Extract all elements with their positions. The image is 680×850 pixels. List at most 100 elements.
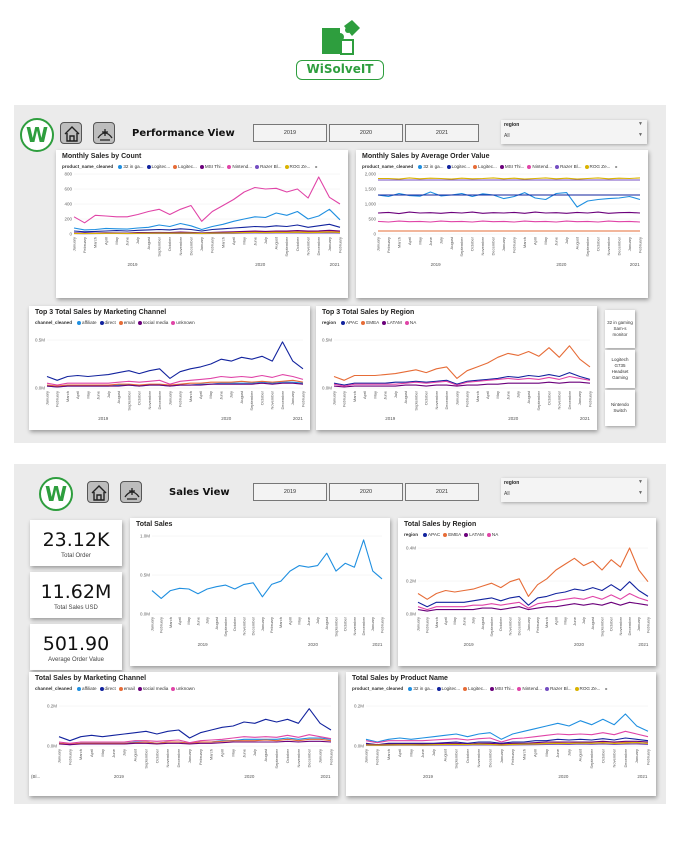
series-line[interactable] — [417, 592, 649, 611]
legend-item[interactable]: ROG Ze... — [284, 164, 310, 169]
legend-item[interactable]: unknown — [171, 320, 195, 325]
chart-top3-region[interactable]: Top 3 Total Sales by Region region APAC E… — [316, 306, 597, 430]
series-line[interactable] — [365, 713, 649, 743]
legend-item[interactable]: direct — [99, 320, 116, 325]
legend-item[interactable]: Razer Bl... — [555, 164, 582, 169]
legend-item[interactable]: 32 in ga... — [408, 686, 434, 691]
legend-more-icon[interactable]: ▸ — [615, 164, 618, 169]
series-line[interactable] — [151, 539, 383, 599]
legend-item[interactable]: Logitec... — [463, 686, 487, 691]
series-line[interactable] — [58, 708, 332, 742]
legend-item[interactable]: MSI Thi... — [199, 164, 224, 169]
series-line[interactable] — [46, 341, 304, 381]
year-button-2020[interactable]: 2020 — [329, 483, 403, 501]
series-line[interactable] — [365, 740, 649, 746]
series-line[interactable] — [58, 738, 332, 745]
year-button-2019[interactable]: 2019 — [253, 124, 327, 142]
legend-item[interactable]: EMEA — [443, 532, 461, 537]
year-button-2020[interactable]: 2020 — [329, 124, 403, 142]
legend-item[interactable]: affiliate — [77, 320, 97, 325]
year-group-label: 2019 — [198, 642, 209, 647]
chart-monthly-sales-aov[interactable]: Monthly Sales by Average Order Value pro… — [356, 150, 648, 298]
x-tick-label: January — [627, 237, 632, 251]
series-line[interactable] — [365, 737, 649, 746]
product-card-monitor[interactable]: 32 in gaming Sam-s monitor — [605, 310, 635, 348]
home-icon[interactable] — [87, 481, 109, 503]
legend-item[interactable]: Logitec... — [173, 164, 197, 169]
series-line[interactable] — [417, 547, 649, 600]
series-line[interactable] — [73, 223, 341, 233]
legend-item[interactable]: affiliate — [77, 686, 97, 691]
series-line[interactable] — [46, 382, 304, 388]
legend-item[interactable]: 32 in ga... — [118, 164, 144, 169]
legend-more-icon[interactable]: ▸ — [605, 686, 608, 691]
legend-item[interactable]: APAC — [423, 532, 440, 537]
series-line[interactable] — [333, 345, 591, 381]
legend-item[interactable]: LATAM — [382, 320, 402, 325]
legend-item[interactable]: unknown — [171, 686, 195, 691]
series-line[interactable] — [73, 176, 341, 224]
home-icon[interactable] — [60, 122, 82, 144]
wisolveit-badge[interactable]: W — [20, 118, 54, 152]
series-line[interactable] — [58, 740, 332, 746]
chart-total-sales-product[interactable]: Total Sales by Product Name product_name… — [346, 672, 656, 796]
series-line[interactable] — [417, 581, 649, 608]
series-line[interactable] — [377, 220, 641, 223]
series-line[interactable] — [417, 601, 649, 612]
series-line[interactable] — [333, 381, 591, 388]
legend-more-icon[interactable]: ▸ — [315, 164, 318, 169]
legend-item[interactable]: Nintend... — [227, 164, 252, 169]
performance-nav-icon[interactable] — [120, 481, 142, 503]
legend-item[interactable]: Logitec... — [446, 164, 470, 169]
series-line[interactable] — [73, 208, 341, 231]
legend-item[interactable]: 32 in ga... — [418, 164, 444, 169]
product-card-switch[interactable]: Nintendo Switch — [605, 390, 635, 426]
series-line[interactable] — [46, 379, 304, 387]
year-button-2021[interactable]: 2021 — [405, 124, 479, 142]
legend-item[interactable]: NA — [486, 532, 498, 537]
chart-total-sales[interactable]: Total Sales 1.0M 0.5M 0.0M January February M… — [130, 518, 390, 666]
series-line[interactable] — [378, 177, 641, 180]
chart-title: Top 3 Total Sales by Region — [322, 309, 415, 316]
region-slicer[interactable]: region ▼ All ▼ — [501, 120, 647, 144]
series-line[interactable] — [365, 741, 649, 746]
chart-total-sales-region[interactable]: Total Sales by Region region APAC EMEA LAT… — [398, 518, 656, 666]
wisolveit-badge[interactable]: W — [39, 477, 73, 511]
chart-top3-channel[interactable]: Top 3 Total Sales by Marketing Channel c… — [29, 306, 310, 430]
product-card-headset[interactable]: Logitech G735 Headset Gaming — [605, 350, 635, 388]
legend-item[interactable]: Razer Bl... — [255, 164, 282, 169]
legend-item[interactable]: email — [118, 320, 135, 325]
legend-item[interactable]: MSI Thi... — [499, 164, 524, 169]
year-button-2021[interactable]: 2021 — [405, 483, 479, 501]
legend-item[interactable]: Razer Bl... — [545, 686, 572, 691]
legend-item[interactable]: NA — [404, 320, 416, 325]
series-line[interactable] — [333, 375, 591, 387]
legend-item[interactable]: MSI Thi... — [489, 686, 514, 691]
legend-item[interactable]: direct — [99, 686, 116, 691]
legend-item[interactable]: Logitec... — [473, 164, 497, 169]
legend-item[interactable]: Nintend... — [527, 164, 552, 169]
legend-item[interactable]: APAC — [341, 320, 358, 325]
legend-item[interactable]: Nintend... — [517, 686, 542, 691]
series-line[interactable] — [333, 372, 591, 386]
legend-item[interactable]: Logitec... — [146, 164, 170, 169]
series-line[interactable] — [58, 734, 332, 744]
series-line[interactable] — [377, 191, 641, 208]
chart-monthly-sales-count[interactable]: Monthly Sales by Count product_name_clea… — [56, 150, 348, 298]
sales-nav-icon[interactable] — [93, 122, 115, 144]
series-line[interactable] — [365, 730, 649, 744]
legend-item[interactable]: social media — [137, 686, 168, 691]
series-line[interactable] — [73, 231, 341, 235]
legend-item[interactable]: ROG Ze... — [584, 164, 610, 169]
series-line[interactable] — [46, 374, 304, 386]
legend-item[interactable]: LATAM — [464, 532, 484, 537]
year-button-2019[interactable]: 2019 — [253, 483, 327, 501]
legend-item[interactable]: email — [118, 686, 135, 691]
legend-item[interactable]: EMEA — [361, 320, 379, 325]
legend-item[interactable]: Logitec... — [436, 686, 460, 691]
legend-item[interactable]: social media — [137, 320, 168, 325]
region-slicer[interactable]: region ▼ All ▼ — [501, 478, 647, 502]
chart-total-sales-channel[interactable]: Total Sales by Marketing Channel channel… — [29, 672, 338, 796]
series-line[interactable] — [377, 211, 641, 215]
legend-item[interactable]: ROG Ze... — [574, 686, 600, 691]
